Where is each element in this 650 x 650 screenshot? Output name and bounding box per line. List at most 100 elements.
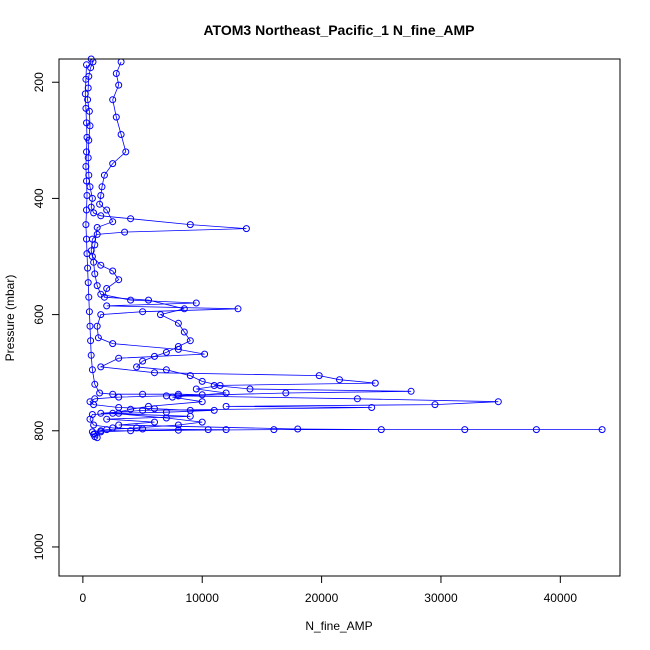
data-point bbox=[103, 415, 111, 423]
y-tick-label: 800 bbox=[32, 420, 46, 440]
y-tick-label: 200 bbox=[32, 72, 46, 92]
data-point bbox=[371, 379, 379, 387]
y-tick-label: 600 bbox=[32, 304, 46, 324]
data-point bbox=[97, 192, 105, 199]
data-point bbox=[85, 308, 93, 316]
data-point bbox=[121, 228, 129, 236]
data-point bbox=[139, 425, 147, 433]
data-point bbox=[93, 282, 101, 290]
data-point bbox=[222, 389, 230, 397]
data-point bbox=[174, 426, 182, 434]
data-point bbox=[103, 206, 111, 214]
series-line bbox=[84, 64, 227, 435]
data-point bbox=[431, 401, 439, 409]
data-point bbox=[88, 194, 96, 202]
data-point bbox=[85, 293, 93, 301]
data-point bbox=[162, 366, 170, 374]
data-point bbox=[234, 305, 242, 313]
data-point bbox=[90, 430, 98, 438]
data-point bbox=[83, 148, 90, 156]
data-point bbox=[103, 302, 111, 310]
data-point bbox=[103, 285, 111, 292]
data-point bbox=[174, 343, 182, 350]
data-point bbox=[162, 348, 170, 356]
data-point bbox=[109, 390, 117, 398]
data-point bbox=[112, 113, 120, 121]
data-point bbox=[145, 402, 152, 410]
data-point bbox=[151, 418, 158, 426]
data-point bbox=[98, 183, 106, 191]
data-point bbox=[83, 192, 91, 199]
series-1 bbox=[88, 58, 230, 436]
y-tick-label: 1000 bbox=[32, 533, 46, 560]
data-point bbox=[117, 131, 125, 138]
data-point bbox=[83, 235, 90, 243]
series-0 bbox=[84, 55, 606, 442]
data-point bbox=[82, 163, 90, 170]
data-point bbox=[97, 311, 105, 319]
data-point bbox=[242, 225, 250, 233]
data-point bbox=[192, 385, 200, 393]
data-point bbox=[83, 61, 90, 69]
data-point bbox=[109, 160, 117, 168]
data-point bbox=[353, 395, 361, 403]
data-point bbox=[151, 352, 158, 360]
data-point bbox=[97, 212, 105, 220]
data-point bbox=[86, 415, 94, 423]
data-point bbox=[109, 96, 117, 104]
data-point bbox=[377, 426, 385, 434]
data-point bbox=[532, 426, 540, 434]
data-point bbox=[139, 357, 147, 365]
data-point bbox=[180, 328, 188, 336]
data-point bbox=[112, 70, 120, 77]
y-axis: 200 400 600 800 1000 bbox=[32, 72, 60, 560]
data-point bbox=[83, 177, 90, 185]
data-point bbox=[216, 382, 224, 389]
x-axis: 0 10000 20000 30000 40000 bbox=[80, 575, 578, 605]
data-point bbox=[96, 389, 104, 397]
data-point bbox=[139, 390, 147, 398]
data-point bbox=[115, 276, 123, 284]
data-point bbox=[180, 305, 188, 313]
data-point bbox=[192, 299, 200, 307]
x-tick-label: 40000 bbox=[544, 591, 578, 605]
data-point bbox=[139, 308, 147, 316]
data-point bbox=[83, 250, 91, 258]
data-point bbox=[87, 337, 95, 345]
data-point bbox=[84, 96, 92, 104]
data-point bbox=[157, 311, 164, 319]
data-point bbox=[162, 392, 170, 400]
data-point bbox=[91, 270, 99, 278]
data-point bbox=[122, 148, 130, 156]
data-point bbox=[115, 81, 123, 89]
data-point bbox=[115, 393, 123, 401]
data-point bbox=[598, 426, 606, 434]
x-tick-label: 20000 bbox=[305, 591, 339, 605]
data-point bbox=[94, 334, 102, 342]
data-point bbox=[127, 296, 135, 304]
data-point bbox=[186, 221, 194, 229]
data-point bbox=[222, 426, 230, 434]
data-point bbox=[109, 267, 117, 275]
data-point bbox=[162, 408, 170, 416]
plot-frame bbox=[58, 58, 621, 577]
data-point bbox=[109, 424, 117, 432]
data-point bbox=[93, 322, 101, 330]
data-point bbox=[109, 218, 117, 226]
data-point bbox=[115, 409, 123, 417]
data-point bbox=[201, 350, 209, 358]
data-point bbox=[461, 426, 469, 434]
data-point bbox=[97, 409, 105, 417]
data-point bbox=[100, 293, 108, 301]
data-point bbox=[90, 421, 98, 429]
data-point bbox=[90, 209, 98, 217]
data-point bbox=[82, 75, 90, 83]
data-point bbox=[88, 366, 96, 374]
data-point bbox=[127, 427, 135, 435]
data-point bbox=[100, 171, 108, 179]
x-tick-label: 0 bbox=[80, 591, 87, 605]
data-point bbox=[97, 428, 105, 436]
data-point bbox=[97, 261, 105, 269]
data-point bbox=[204, 426, 212, 434]
data-layer bbox=[81, 55, 606, 442]
